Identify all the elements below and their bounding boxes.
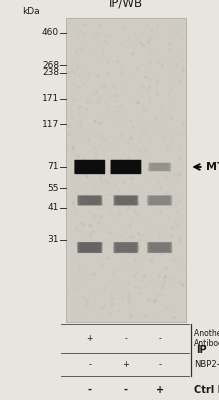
Text: Ctrl IgG: Ctrl IgG (194, 385, 219, 394)
FancyBboxPatch shape (147, 195, 172, 206)
FancyBboxPatch shape (78, 161, 102, 173)
Text: IP: IP (196, 345, 207, 355)
FancyBboxPatch shape (148, 196, 171, 205)
FancyBboxPatch shape (113, 161, 139, 173)
FancyBboxPatch shape (110, 160, 141, 174)
FancyBboxPatch shape (79, 196, 101, 205)
FancyBboxPatch shape (111, 160, 141, 174)
Text: kDa: kDa (22, 7, 39, 16)
Text: 171: 171 (42, 94, 59, 103)
FancyBboxPatch shape (113, 195, 139, 206)
FancyBboxPatch shape (75, 160, 105, 174)
Text: -: - (125, 334, 127, 343)
FancyBboxPatch shape (78, 242, 101, 253)
Bar (66, 18, 186, 322)
Text: -: - (88, 360, 91, 369)
Text: +: + (155, 385, 164, 394)
FancyBboxPatch shape (115, 242, 137, 252)
Text: 117: 117 (42, 120, 59, 129)
Text: NBP2-44289: NBP2-44289 (194, 360, 219, 369)
FancyBboxPatch shape (115, 243, 137, 252)
FancyBboxPatch shape (147, 242, 172, 253)
FancyBboxPatch shape (78, 196, 101, 205)
FancyBboxPatch shape (80, 243, 100, 252)
FancyBboxPatch shape (147, 195, 172, 206)
FancyBboxPatch shape (78, 242, 102, 253)
FancyBboxPatch shape (149, 196, 170, 205)
FancyBboxPatch shape (77, 195, 102, 206)
Text: -: - (88, 385, 92, 394)
Text: Another MTMR1
Antibody: Another MTMR1 Antibody (194, 329, 219, 348)
FancyBboxPatch shape (74, 160, 105, 174)
FancyBboxPatch shape (78, 195, 102, 206)
FancyBboxPatch shape (148, 196, 171, 205)
Text: -: - (124, 385, 128, 394)
FancyBboxPatch shape (114, 195, 138, 206)
FancyBboxPatch shape (148, 242, 171, 253)
FancyBboxPatch shape (114, 196, 138, 205)
FancyBboxPatch shape (77, 161, 103, 173)
Text: 31: 31 (48, 236, 59, 244)
FancyBboxPatch shape (114, 242, 138, 253)
FancyBboxPatch shape (114, 161, 138, 173)
FancyBboxPatch shape (148, 242, 171, 252)
FancyBboxPatch shape (76, 160, 103, 173)
FancyBboxPatch shape (148, 162, 171, 171)
FancyBboxPatch shape (113, 242, 139, 253)
FancyBboxPatch shape (112, 160, 140, 174)
Text: -: - (158, 360, 161, 369)
FancyBboxPatch shape (114, 161, 138, 173)
FancyBboxPatch shape (116, 243, 136, 252)
FancyBboxPatch shape (149, 163, 170, 171)
Text: 55: 55 (48, 184, 59, 193)
Text: 71: 71 (48, 162, 59, 172)
FancyBboxPatch shape (114, 242, 138, 253)
Text: MTMR1: MTMR1 (206, 162, 219, 172)
FancyBboxPatch shape (76, 160, 104, 174)
Text: +: + (87, 334, 93, 343)
FancyBboxPatch shape (80, 196, 100, 205)
FancyBboxPatch shape (79, 243, 101, 252)
FancyBboxPatch shape (148, 163, 171, 171)
Text: 460: 460 (42, 28, 59, 37)
FancyBboxPatch shape (79, 242, 101, 252)
FancyBboxPatch shape (147, 242, 172, 253)
FancyBboxPatch shape (77, 242, 102, 253)
Text: 41: 41 (48, 204, 59, 212)
FancyBboxPatch shape (149, 243, 170, 252)
Text: 268: 268 (42, 61, 59, 70)
FancyBboxPatch shape (115, 196, 137, 205)
Text: IP/WB: IP/WB (109, 0, 143, 10)
Text: +: + (122, 360, 129, 369)
Text: 238: 238 (42, 68, 59, 77)
FancyBboxPatch shape (150, 243, 170, 252)
FancyBboxPatch shape (116, 196, 136, 205)
FancyBboxPatch shape (149, 163, 170, 171)
FancyBboxPatch shape (78, 161, 101, 173)
FancyBboxPatch shape (115, 196, 137, 205)
FancyBboxPatch shape (112, 160, 140, 173)
Text: -: - (158, 334, 161, 343)
FancyBboxPatch shape (79, 196, 101, 205)
